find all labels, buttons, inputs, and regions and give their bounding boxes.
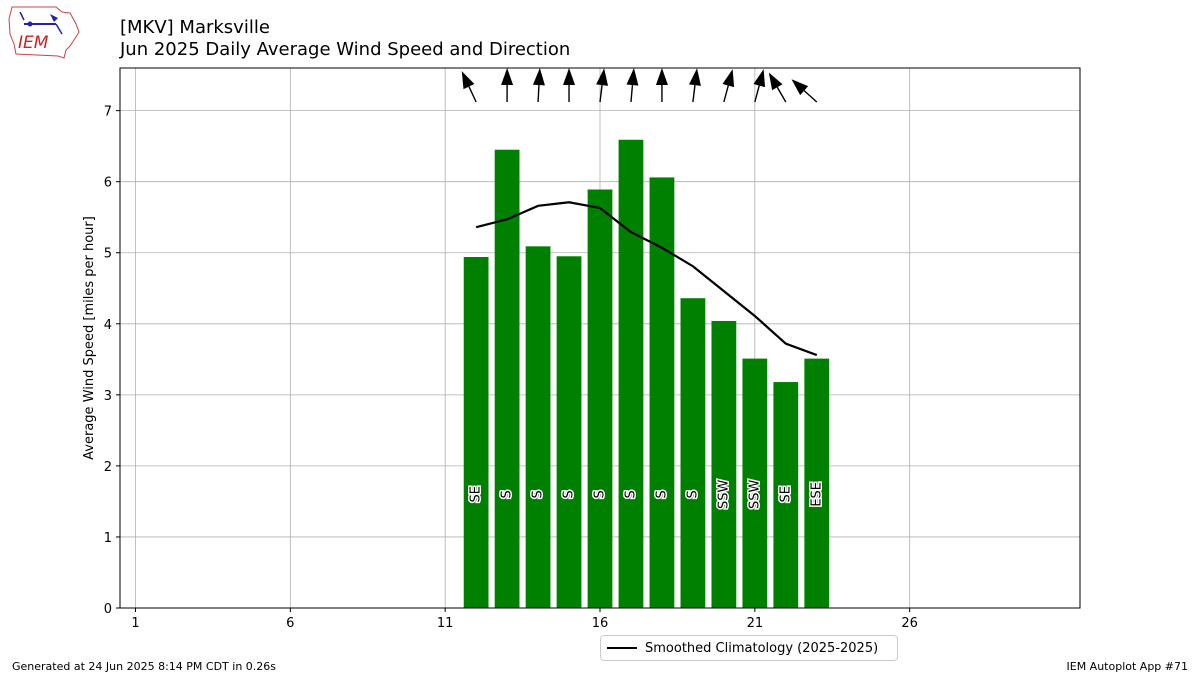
legend-label: Smoothed Climatology (2025-2025) [645,640,879,656]
iem-logo: IEM [8,6,80,59]
direction-label: S [685,490,700,498]
x-tick-label: 11 [437,616,454,631]
wind-arrow-head [768,72,783,91]
bar [804,358,830,608]
direction-label: ESE [809,482,824,507]
y-tick-label: 5 [104,247,112,262]
y-tick-label: 6 [104,176,112,191]
y-tick-label: 3 [104,389,112,404]
bar [742,358,768,608]
direction-label: SSW [716,479,731,509]
x-tick-label: 6 [286,616,294,631]
wind-arrow-head [501,68,514,85]
wind-arrow-head [791,79,809,96]
bar [556,256,582,608]
y-tick-label: 2 [104,460,112,475]
legend: Smoothed Climatology (2025-2025) [600,635,898,661]
direction-label: S [593,490,608,498]
bar [711,320,737,608]
bar [649,177,675,608]
x-tick-label: 16 [592,616,609,631]
direction-label: S [500,490,515,498]
wind-arrow-head [626,68,639,86]
climatology-line-group [475,201,818,357]
wind-arrow-head [655,68,668,85]
chart-title: [MKV] Marksville [120,17,270,38]
bar [525,246,551,608]
bar [680,298,706,608]
app-id: IEM Autoplot App #71 [1066,660,1189,673]
wind-arrow-shaft [599,85,603,103]
wind-arrow-head [753,69,766,88]
wind-arrow-shaft [630,85,634,103]
bars [463,139,830,609]
direction-label: S [654,490,669,498]
wind-arrow-shaft [723,85,729,103]
wind-arrow-head [532,68,545,86]
y-tick-label: 4 [104,318,112,333]
logo-text: IEM [18,33,49,53]
bar [494,149,520,609]
wind-arrow-shaft [692,85,696,103]
wind-arrow-head [689,68,701,86]
wind-arrow-shaft [776,86,787,103]
direction-label: SSW [747,479,762,509]
wind-arrow-shaft [754,85,760,103]
bar [587,189,613,608]
bar [773,382,799,608]
y-tick-label: 0 [104,602,112,617]
direction-label: S [623,490,638,498]
bar [463,257,489,608]
legend-line-swatch [607,647,637,649]
x-tick-label: 1 [131,616,139,631]
direction-label: S [562,490,577,498]
direction-label: SE [778,486,793,502]
bar [618,139,644,608]
climatology-line [475,201,818,357]
wind-arrow-head [461,71,475,90]
y-tick-label: 1 [104,531,112,546]
wind-arrow-shaft [537,84,540,103]
y-axis-label: Average Wind Speed [miles per hour] [82,216,97,460]
direction-label: SE [469,486,484,502]
wind-arrow-head [596,68,609,86]
chart-subtitle: Jun 2025 Daily Average Wind Speed and Di… [120,39,571,60]
wind-arrow-shaft [468,86,477,103]
direction-arrows [461,68,818,103]
generated-timestamp: Generated at 24 Jun 2025 8:14 PM CDT in … [12,660,277,673]
direction-label: S [531,490,546,498]
wind-arrow-shaft [803,90,818,103]
x-tick-label: 26 [901,616,918,631]
x-tick-label: 21 [747,616,764,631]
y-tick-label: 7 [104,105,112,120]
wind-arrow-head [563,68,576,85]
direction-labels: SE S S S S S S S SSW SSW SE ESE [467,478,826,511]
wind-arrow-head [722,69,735,88]
